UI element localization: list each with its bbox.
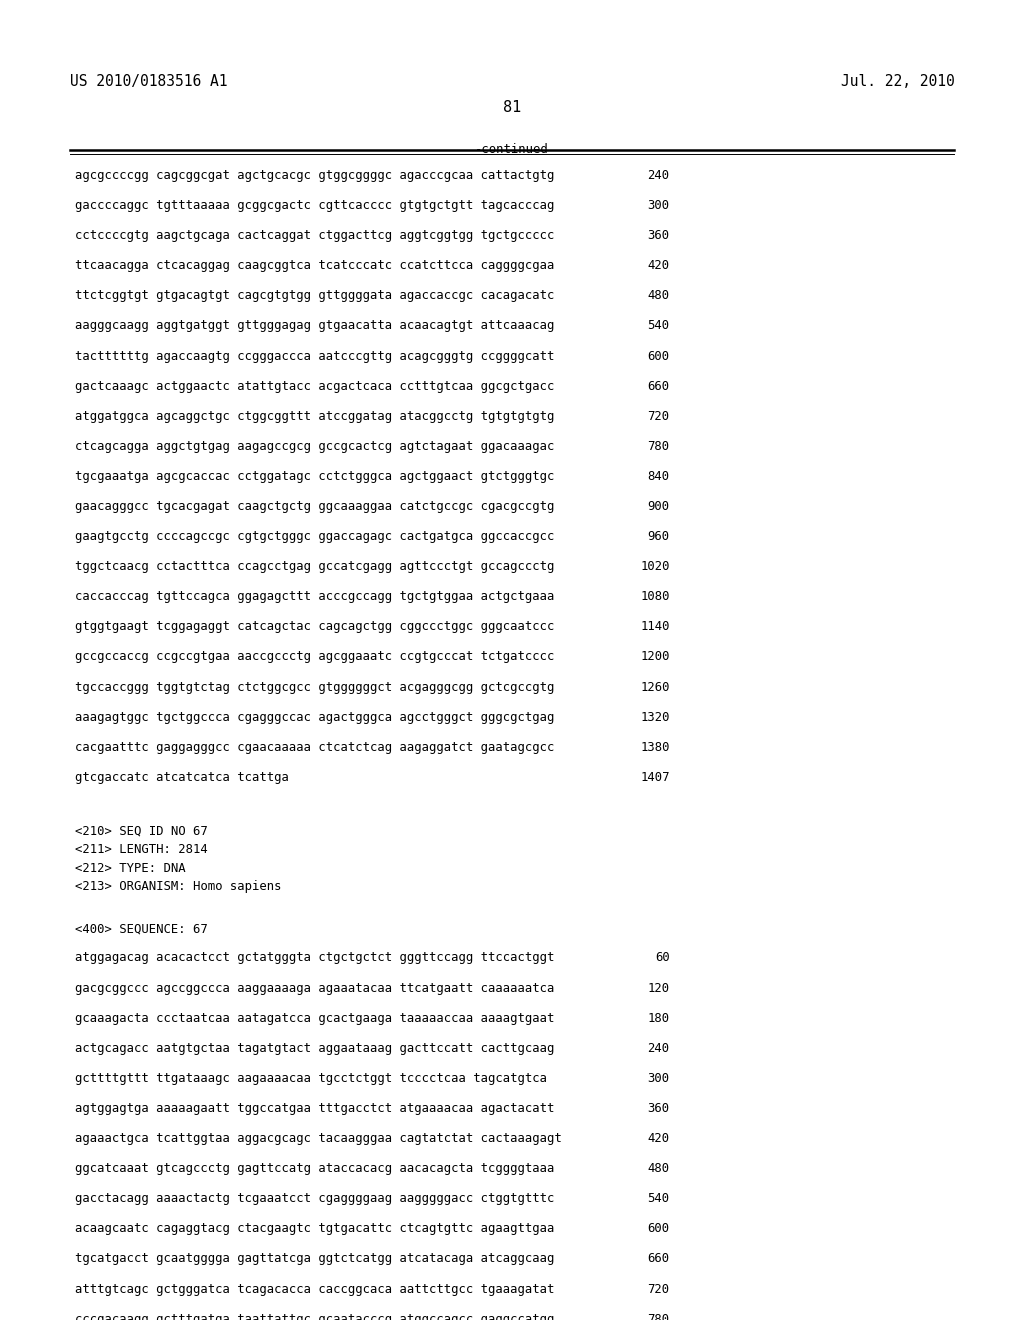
Text: 1260: 1260	[640, 681, 670, 693]
Text: 1407: 1407	[640, 771, 670, 784]
Text: ttcaacagga ctcacaggag caagcggtca tcatcccatc ccatcttcca caggggcgaa: ttcaacagga ctcacaggag caagcggtca tcatccc…	[75, 259, 554, 272]
Text: 540: 540	[647, 319, 670, 333]
Text: tgccaccggg tggtgtctag ctctggcgcc gtggggggct acgagggcgg gctcgccgtg: tgccaccggg tggtgtctag ctctggcgcc gtggggg…	[75, 681, 554, 693]
Text: atggatggca agcaggctgc ctggcggttt atccggatag atacggcctg tgtgtgtgtg: atggatggca agcaggctgc ctggcggttt atccgga…	[75, 409, 554, 422]
Text: <210> SEQ ID NO 67: <210> SEQ ID NO 67	[75, 825, 208, 838]
Text: 1320: 1320	[640, 710, 670, 723]
Text: cacgaatttc gaggagggcc cgaacaaaaa ctcatctcag aagaggatct gaatagcgcc: cacgaatttc gaggagggcc cgaacaaaaa ctcatct…	[75, 741, 554, 754]
Text: 660: 660	[647, 380, 670, 392]
Text: 480: 480	[647, 1162, 670, 1175]
Text: agcgccccgg cagcggcgat agctgcacgc gtggcggggc agacccgcaa cattactgtg: agcgccccgg cagcggcgat agctgcacgc gtggcgg…	[75, 169, 554, 182]
Text: acaagcaatc cagaggtacg ctacgaagtc tgtgacattc ctcagtgttc agaagttgaa: acaagcaatc cagaggtacg ctacgaagtc tgtgaca…	[75, 1222, 554, 1236]
Text: 81: 81	[503, 100, 521, 115]
Text: gtcgaccatc atcatcatca tcattga: gtcgaccatc atcatcatca tcattga	[75, 771, 289, 784]
Text: 720: 720	[647, 1283, 670, 1295]
Text: 240: 240	[647, 169, 670, 182]
Text: <211> LENGTH: 2814: <211> LENGTH: 2814	[75, 843, 208, 857]
Text: gccgccaccg ccgccgtgaa aaccgccctg agcggaaatc ccgtgcccat tctgatcccc: gccgccaccg ccgccgtgaa aaccgccctg agcggaa…	[75, 651, 554, 664]
Text: gaacagggcc tgcacgagat caagctgctg ggcaaaggaa catctgccgc cgacgccgtg: gaacagggcc tgcacgagat caagctgctg ggcaaag…	[75, 500, 554, 513]
Text: 300: 300	[647, 199, 670, 213]
Text: 180: 180	[647, 1011, 670, 1024]
Text: 780: 780	[647, 1312, 670, 1320]
Text: gtggtgaagt tcggagaggt catcagctac cagcagctgg cggccctggc gggcaatccc: gtggtgaagt tcggagaggt catcagctac cagcagc…	[75, 620, 554, 634]
Text: 360: 360	[647, 230, 670, 242]
Text: <212> TYPE: DNA: <212> TYPE: DNA	[75, 862, 185, 875]
Text: 120: 120	[647, 982, 670, 994]
Text: agaaactgca tcattggtaa aggacgcagc tacaagggaa cagtatctat cactaaagagt: agaaactgca tcattggtaa aggacgcagc tacaagg…	[75, 1133, 561, 1144]
Text: tgcgaaatga agcgcaccac cctggatagc cctctgggca agctggaact gtctgggtgc: tgcgaaatga agcgcaccac cctggatagc cctctgg…	[75, 470, 554, 483]
Text: 600: 600	[647, 350, 670, 363]
Text: -continued: -continued	[475, 143, 549, 156]
Text: 540: 540	[647, 1192, 670, 1205]
Text: <213> ORGANISM: Homo sapiens: <213> ORGANISM: Homo sapiens	[75, 880, 282, 894]
Text: 60: 60	[655, 952, 670, 965]
Text: 960: 960	[647, 531, 670, 543]
Text: 360: 360	[647, 1102, 670, 1115]
Text: aagggcaagg aggtgatggt gttgggagag gtgaacatta acaacagtgt attcaaacag: aagggcaagg aggtgatggt gttgggagag gtgaaca…	[75, 319, 554, 333]
Text: aaagagtggc tgctggccca cgagggccac agactgggca agcctgggct gggcgctgag: aaagagtggc tgctggccca cgagggccac agactgg…	[75, 710, 554, 723]
Text: cccgacaagg gctttgatga taattattgc gcaatacccg atggccagcc gaggccatgg: cccgacaagg gctttgatga taattattgc gcaatac…	[75, 1312, 554, 1320]
Text: Jul. 22, 2010: Jul. 22, 2010	[841, 74, 954, 88]
Text: tggctcaacg cctactttca ccagcctgag gccatcgagg agttccctgt gccagccctg: tggctcaacg cctactttca ccagcctgag gccatcg…	[75, 560, 554, 573]
Text: actgcagacc aatgtgctaa tagatgtact aggaataaag gacttccatt cacttgcaag: actgcagacc aatgtgctaa tagatgtact aggaata…	[75, 1041, 554, 1055]
Text: gaccccaggc tgtttaaaaa gcggcgactc cgttcacccc gtgtgctgtt tagcacccag: gaccccaggc tgtttaaaaa gcggcgactc cgttcac…	[75, 199, 554, 213]
Text: gacctacagg aaaactactg tcgaaatcct cgaggggaag aagggggacc ctggtgtttc: gacctacagg aaaactactg tcgaaatcct cgagggg…	[75, 1192, 554, 1205]
Text: 420: 420	[647, 259, 670, 272]
Text: tgcatgacct gcaatgggga gagttatcga ggtctcatgg atcatacaga atcaggcaag: tgcatgacct gcaatgggga gagttatcga ggtctca…	[75, 1253, 554, 1266]
Text: caccacccag tgttccagca ggagagcttt acccgccagg tgctgtggaa actgctgaaa: caccacccag tgttccagca ggagagcttt acccgcc…	[75, 590, 554, 603]
Text: 1200: 1200	[640, 651, 670, 664]
Text: ctcagcagga aggctgtgag aagagccgcg gccgcactcg agtctagaat ggacaaagac: ctcagcagga aggctgtgag aagagccgcg gccgcac…	[75, 440, 554, 453]
Text: gactcaaagc actggaactc atattgtacc acgactcaca cctttgtcaa ggcgctgacc: gactcaaagc actggaactc atattgtacc acgactc…	[75, 380, 554, 392]
Text: US 2010/0183516 A1: US 2010/0183516 A1	[70, 74, 227, 88]
Text: 480: 480	[647, 289, 670, 302]
Text: 780: 780	[647, 440, 670, 453]
Text: gacgcggccc agccggccca aaggaaaaga agaaatacaa ttcatgaatt caaaaaatca: gacgcggccc agccggccca aaggaaaaga agaaata…	[75, 982, 554, 994]
Text: 420: 420	[647, 1133, 670, 1144]
Text: 600: 600	[647, 1222, 670, 1236]
Text: tacttttttg agaccaagtg ccgggaccca aatcccgttg acagcgggtg ccggggcatt: tacttttttg agaccaagtg ccgggaccca aatcccg…	[75, 350, 554, 363]
Text: gcttttgttt ttgataaagc aagaaaacaa tgcctctggt tcccctcaa tagcatgtca: gcttttgttt ttgataaagc aagaaaacaa tgcctct…	[75, 1072, 547, 1085]
Text: 1080: 1080	[640, 590, 670, 603]
Text: 1020: 1020	[640, 560, 670, 573]
Text: 1380: 1380	[640, 741, 670, 754]
Text: agtggagtga aaaaagaatt tggccatgaa tttgacctct atgaaaacaa agactacatt: agtggagtga aaaaagaatt tggccatgaa tttgacc…	[75, 1102, 554, 1115]
Text: atttgtcagc gctgggatca tcagacacca caccggcaca aattcttgcc tgaaagatat: atttgtcagc gctgggatca tcagacacca caccggc…	[75, 1283, 554, 1295]
Text: 300: 300	[647, 1072, 670, 1085]
Text: <400> SEQUENCE: 67: <400> SEQUENCE: 67	[75, 923, 208, 936]
Text: 240: 240	[647, 1041, 670, 1055]
Text: gcaaagacta ccctaatcaa aatagatcca gcactgaaga taaaaaccaa aaaagtgaat: gcaaagacta ccctaatcaa aatagatcca gcactga…	[75, 1011, 554, 1024]
Text: 840: 840	[647, 470, 670, 483]
Text: cctccccgtg aagctgcaga cactcaggat ctggacttcg aggtcggtgg tgctgccccc: cctccccgtg aagctgcaga cactcaggat ctggact…	[75, 230, 554, 242]
Text: ttctcggtgt gtgacagtgt cagcgtgtgg gttggggata agaccaccgc cacagacatc: ttctcggtgt gtgacagtgt cagcgtgtgg gttgggg…	[75, 289, 554, 302]
Text: atggagacag acacactcct gctatgggta ctgctgctct gggttccagg ttccactggt: atggagacag acacactcct gctatgggta ctgctgc…	[75, 952, 554, 965]
Text: ggcatcaaat gtcagccctg gagttccatg ataccacacg aacacagcta tcggggtaaa: ggcatcaaat gtcagccctg gagttccatg ataccac…	[75, 1162, 554, 1175]
Text: gaagtgcctg ccccagccgc cgtgctgggc ggaccagagc cactgatgca ggccaccgcc: gaagtgcctg ccccagccgc cgtgctgggc ggaccag…	[75, 531, 554, 543]
Text: 900: 900	[647, 500, 670, 513]
Text: 1140: 1140	[640, 620, 670, 634]
Text: 660: 660	[647, 1253, 670, 1266]
Text: 720: 720	[647, 409, 670, 422]
